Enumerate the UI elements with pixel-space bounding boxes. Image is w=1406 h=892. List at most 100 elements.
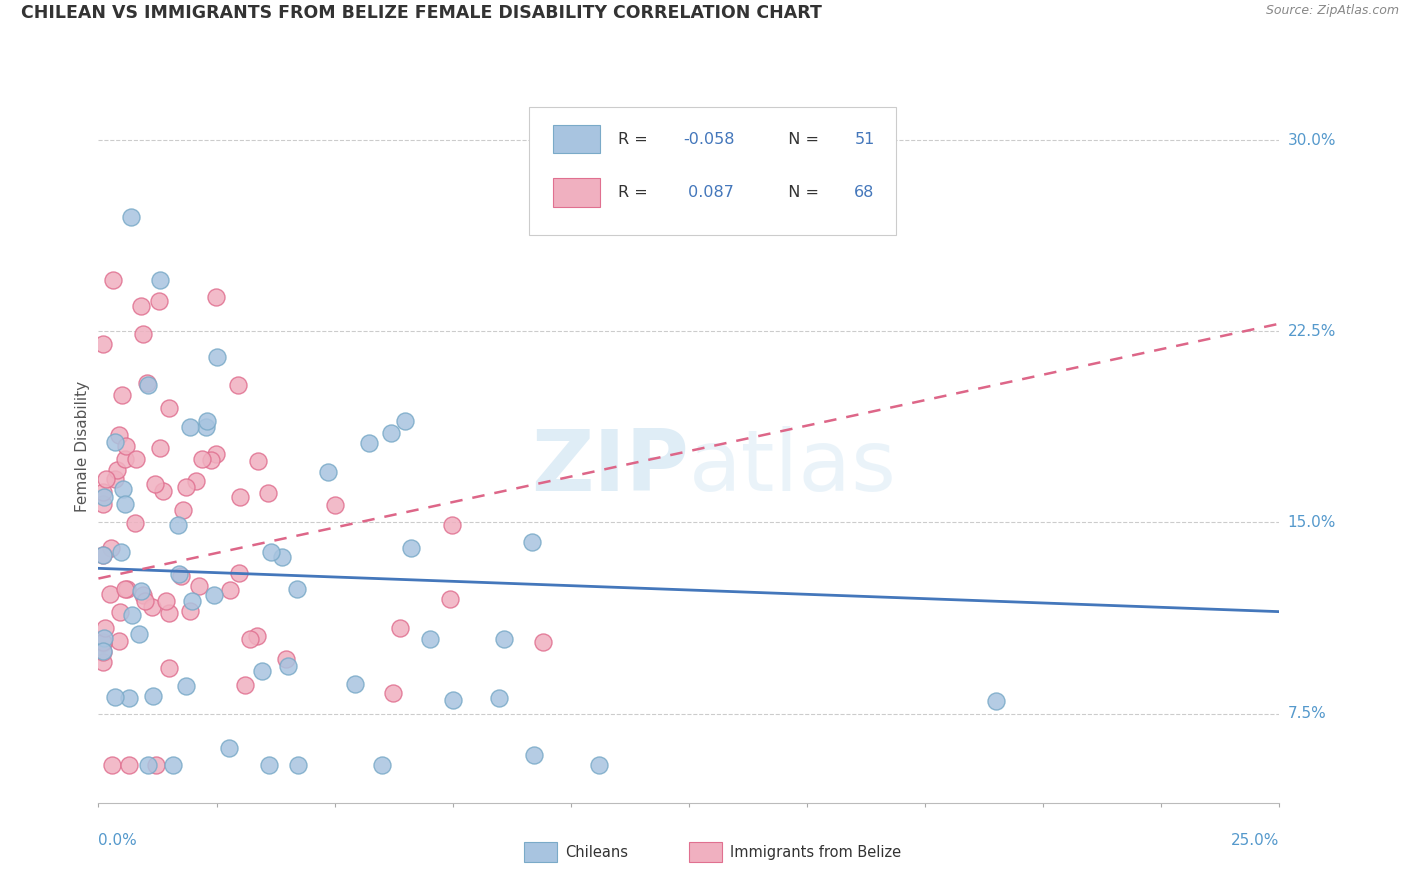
Point <box>394 413 416 427</box>
Text: N =: N = <box>778 186 824 200</box>
Point <box>105 463 128 477</box>
Text: R =: R = <box>619 132 652 146</box>
Point <box>271 550 294 565</box>
Point <box>229 490 252 504</box>
Point <box>370 757 392 772</box>
Point <box>110 545 132 559</box>
Point <box>94 621 117 635</box>
Point <box>91 644 114 658</box>
Point <box>186 474 208 488</box>
Point <box>157 606 180 620</box>
Text: -0.058: -0.058 <box>683 132 734 146</box>
Text: N =: N = <box>778 132 824 146</box>
Point <box>100 541 122 556</box>
Point <box>205 447 228 461</box>
Point <box>531 635 554 649</box>
Point <box>91 645 114 659</box>
Point <box>149 442 172 456</box>
Point <box>110 605 132 619</box>
Point <box>246 454 269 468</box>
Point <box>181 593 204 607</box>
Point <box>115 439 138 453</box>
FancyBboxPatch shape <box>553 125 600 153</box>
Point <box>257 757 280 772</box>
Point <box>389 621 412 635</box>
Point <box>162 757 184 772</box>
Point <box>218 741 240 756</box>
Point <box>118 757 141 772</box>
Point <box>125 451 148 466</box>
Point <box>98 587 121 601</box>
Y-axis label: Female Disability: Female Disability <box>75 380 90 512</box>
Point <box>260 544 283 558</box>
Point <box>399 541 422 556</box>
Point <box>195 414 218 428</box>
Point <box>149 273 172 287</box>
FancyBboxPatch shape <box>689 842 723 862</box>
Point <box>148 294 170 309</box>
FancyBboxPatch shape <box>523 842 557 862</box>
Text: atlas: atlas <box>689 425 897 509</box>
Point <box>114 451 136 466</box>
Text: Chileans: Chileans <box>565 845 628 860</box>
Point <box>118 691 141 706</box>
Point <box>441 692 464 706</box>
Point <box>274 652 297 666</box>
Point <box>129 584 152 599</box>
Text: Immigrants from Belize: Immigrants from Belize <box>730 845 901 860</box>
Point <box>101 757 124 772</box>
Point <box>228 566 250 581</box>
Point <box>344 677 367 691</box>
FancyBboxPatch shape <box>553 178 600 207</box>
Point <box>174 679 197 693</box>
Point <box>108 428 131 442</box>
Point <box>441 518 464 533</box>
Point <box>357 436 380 450</box>
Point <box>91 485 114 500</box>
Point <box>91 548 114 562</box>
Point <box>179 603 201 617</box>
Text: 25.0%: 25.0% <box>1232 833 1279 848</box>
Point <box>107 633 129 648</box>
Point <box>141 599 163 614</box>
Point <box>91 635 114 649</box>
Point <box>143 477 166 491</box>
Point <box>157 401 180 415</box>
Point <box>316 465 339 479</box>
Text: ZIP: ZIP <box>531 425 689 509</box>
Text: 51: 51 <box>855 132 875 146</box>
Point <box>114 497 136 511</box>
Point <box>145 757 167 772</box>
Point <box>132 588 155 602</box>
Point <box>167 567 190 582</box>
Text: 22.5%: 22.5% <box>1288 324 1336 339</box>
Point <box>219 583 242 598</box>
Point <box>252 665 274 679</box>
Point <box>588 757 610 772</box>
Point <box>135 376 157 390</box>
Point <box>101 273 124 287</box>
Point <box>419 632 441 646</box>
Point <box>94 472 117 486</box>
Point <box>188 579 211 593</box>
Point <box>91 548 114 562</box>
Text: Source: ZipAtlas.com: Source: ZipAtlas.com <box>1265 4 1399 18</box>
Point <box>488 691 510 706</box>
Point <box>205 290 228 304</box>
Point <box>523 747 546 762</box>
Point <box>136 378 159 392</box>
Point <box>194 420 217 434</box>
Point <box>155 593 177 607</box>
Text: 0.0%: 0.0% <box>98 833 138 848</box>
Point <box>167 517 190 532</box>
Point <box>226 378 249 392</box>
Point <box>104 435 127 450</box>
Point <box>91 655 114 669</box>
Point <box>142 689 165 703</box>
Point <box>380 426 402 441</box>
Point <box>121 608 143 623</box>
Text: 68: 68 <box>855 186 875 200</box>
Point <box>115 582 138 596</box>
Point <box>200 452 222 467</box>
Text: 30.0%: 30.0% <box>1288 133 1336 148</box>
